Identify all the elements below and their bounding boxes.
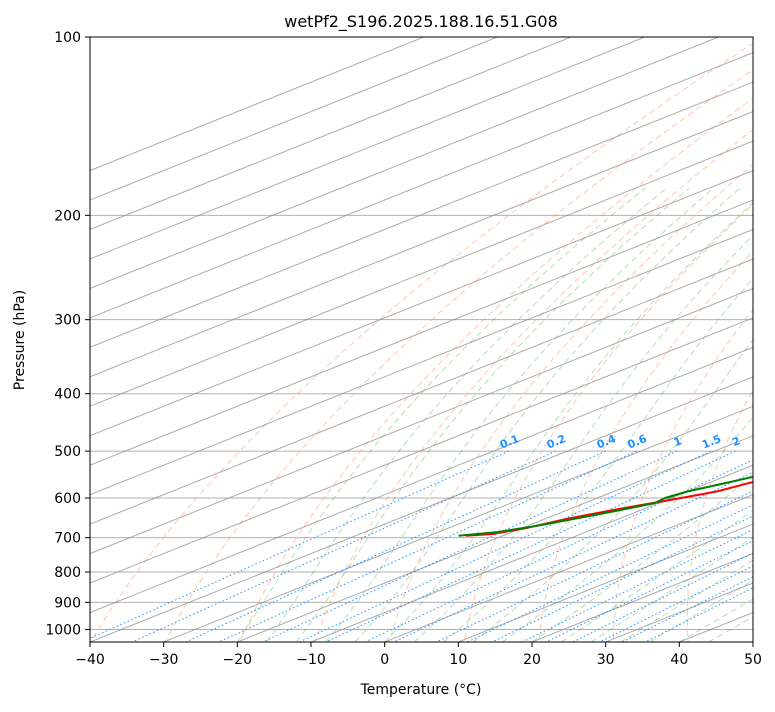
x-tick-label: −10 bbox=[296, 652, 326, 668]
y-tick-label: 800 bbox=[54, 565, 81, 581]
x-tick-label: 0 bbox=[380, 652, 389, 668]
x-tick-label: −40 bbox=[75, 652, 105, 668]
x-tick-label: −30 bbox=[149, 652, 179, 668]
y-tick-label: 100 bbox=[54, 30, 81, 46]
x-axis-label: Temperature (°C) bbox=[360, 682, 482, 698]
y-tick-label: 500 bbox=[54, 444, 81, 460]
chart-title: wetPf2_S196.2025.188.16.51.G08 bbox=[284, 12, 558, 32]
y-tick-label: 1000 bbox=[45, 622, 81, 638]
x-tick-label: 50 bbox=[744, 652, 762, 668]
x-tick-label: 30 bbox=[597, 652, 615, 668]
x-tick-label: 10 bbox=[449, 652, 467, 668]
y-tick-label: 600 bbox=[54, 491, 81, 507]
y-tick-label: 700 bbox=[54, 531, 81, 547]
y-tick-label: 200 bbox=[54, 208, 81, 224]
x-tick-label: 20 bbox=[523, 652, 541, 668]
y-tick-label: 900 bbox=[54, 595, 81, 611]
y-tick-label: 400 bbox=[54, 387, 81, 403]
y-axis-label: Pressure (hPa) bbox=[12, 290, 28, 390]
x-tick-label: −20 bbox=[223, 652, 253, 668]
y-tick-label: 300 bbox=[54, 313, 81, 329]
x-tick-label: 40 bbox=[670, 652, 688, 668]
